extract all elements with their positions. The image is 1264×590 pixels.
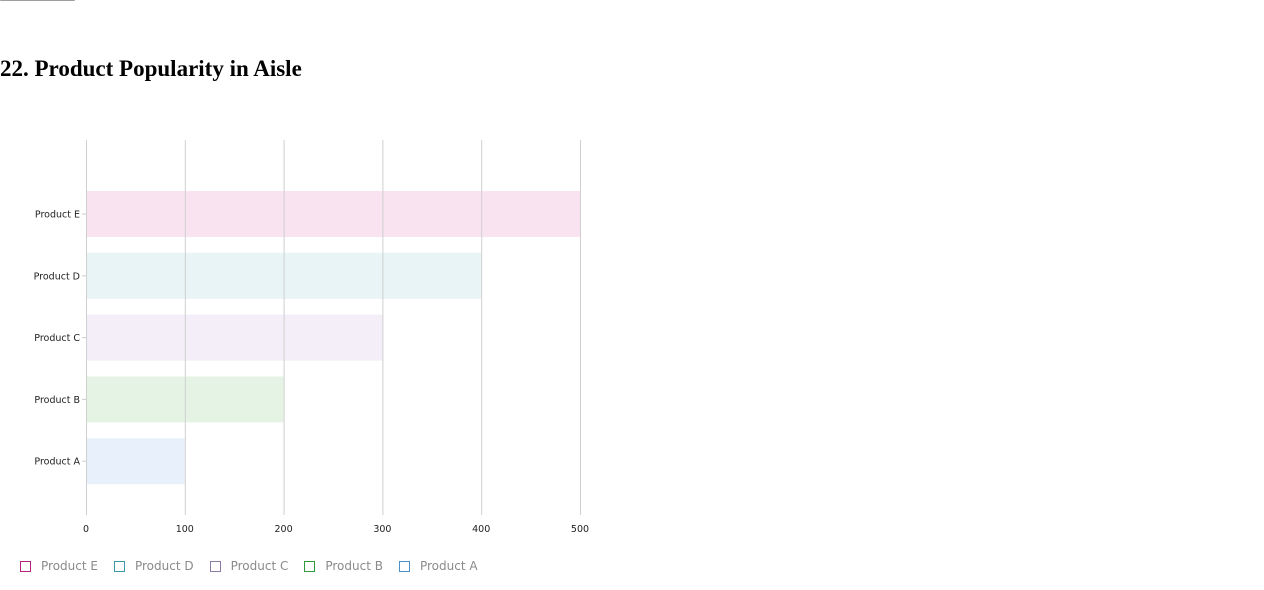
x-tick-label: 300 [373, 524, 391, 535]
x-tick-label: 100 [176, 524, 194, 535]
y-tick-label: Product B [34, 395, 80, 406]
x-tick-label: 500 [571, 524, 589, 535]
legend-item-product-e[interactable]: Product E [20, 559, 98, 573]
legend-label: Product C [230, 559, 289, 573]
x-tick-label: 200 [275, 524, 293, 535]
bar-product-c[interactable] [86, 314, 383, 361]
y-tick-label: Product D [34, 271, 80, 282]
legend-swatch [304, 560, 316, 572]
x-tick-label: 400 [472, 524, 490, 535]
bar-chart: Product E Product D Product C Product B Prod… [34, 140, 589, 535]
legend-item-product-c[interactable]: Product C [209, 559, 289, 573]
legend-item-product-d[interactable]: Product D [113, 559, 194, 573]
legend-swatch [113, 560, 125, 572]
legend-swatch [20, 560, 31, 572]
legend-label: Product B [325, 559, 383, 573]
bar-product-a[interactable] [86, 438, 185, 485]
legend-swatch [398, 560, 410, 572]
y-axis: Product E Product D Product C Product B Prod… [34, 210, 86, 468]
chart-legend: Product E Product D Product C Product B Prod… [20, 559, 494, 573]
bars-layer [86, 191, 580, 485]
legend-item-product-b[interactable]: Product B [304, 559, 383, 573]
top-divider [0, 0, 75, 1]
legend-swatch [209, 560, 221, 572]
y-tick-label: Product C [34, 333, 80, 344]
legend-item-product-a[interactable]: Product A [398, 559, 478, 573]
y-tick-label: Product E [35, 210, 80, 221]
page-title: 22. Product Popularity in Aisle [0, 56, 302, 81]
x-tick-label: 0 [83, 524, 89, 535]
legend-label: Product A [419, 559, 478, 573]
legend-label: Product D [134, 559, 194, 573]
y-tick-label: Product A [34, 457, 80, 468]
legend-label: Product E [41, 559, 98, 573]
grid-layer [86, 140, 581, 515]
x-axis: 0 100 200 300 400 500 [83, 524, 589, 535]
bar-product-e[interactable] [86, 191, 580, 237]
